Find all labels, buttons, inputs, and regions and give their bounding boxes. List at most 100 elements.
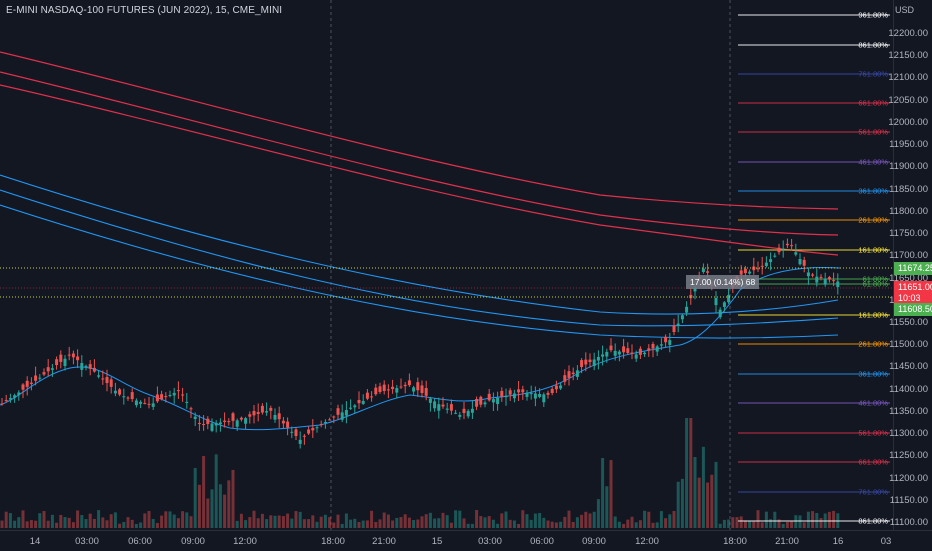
candle-body [466, 410, 470, 417]
volume-bar [424, 514, 428, 528]
candle-body [38, 377, 42, 379]
ma-band-blue [0, 204, 839, 339]
volume-bar [294, 511, 298, 528]
volume-bar [97, 510, 101, 528]
candle-body [193, 416, 197, 420]
volume-bar [269, 515, 273, 528]
volume-bar [260, 513, 264, 528]
candle-body [680, 315, 684, 320]
candle-body [13, 395, 17, 398]
candle-body [424, 388, 428, 396]
volume-bar [701, 446, 705, 528]
candle-body [542, 394, 546, 403]
volume-bar [55, 522, 59, 528]
time-tick-label: 09:00 [582, 536, 606, 547]
volume-bar [214, 454, 218, 528]
price-tick-label: 11150.00 [889, 494, 928, 506]
volume-bar [580, 514, 584, 528]
candle-body [395, 388, 399, 393]
candle-body [437, 404, 441, 411]
volume-bar [382, 512, 386, 528]
candle-body [407, 380, 411, 386]
candle-body [504, 395, 508, 398]
time-axis[interactable]: 14 03:00 06:00 09:00 12:00 18:00 21:00 15 03:00 0… [0, 530, 932, 551]
fib-level-label: 261.80% [858, 339, 888, 349]
volume-bar [223, 494, 227, 528]
candle-body [550, 388, 554, 394]
volume-bar [298, 511, 302, 528]
candle-body [277, 413, 281, 420]
volume-bar [286, 513, 290, 528]
volume-bar [319, 516, 323, 528]
volume-bar [487, 516, 491, 528]
volume-bar [134, 523, 138, 528]
candle-body [647, 348, 651, 351]
volume-bar [617, 521, 621, 528]
volume-bar [655, 522, 659, 528]
volume-bar [168, 511, 172, 528]
candle-body [475, 398, 479, 407]
candle-body [651, 343, 655, 349]
candle-body [378, 386, 382, 392]
candle-body [218, 422, 222, 425]
candle-body [17, 392, 21, 396]
volume-bar [596, 499, 600, 528]
fib-level-label: 761.80% [858, 487, 888, 497]
fib-level-label: 561.80% [858, 428, 888, 438]
volume-bar [685, 418, 689, 528]
candle-body [487, 393, 491, 401]
volume-bar [76, 510, 80, 528]
volume-bar [773, 511, 777, 528]
candle-body [181, 394, 185, 396]
candle-body [92, 367, 96, 372]
volume-bar [420, 516, 424, 528]
candle-body [727, 294, 731, 303]
candle-body [63, 358, 67, 367]
volume-bar [781, 523, 785, 528]
candle-body [374, 387, 378, 395]
volume-bar [483, 517, 487, 528]
candle-body [756, 268, 760, 270]
fib-level-label: 661.80% [858, 457, 888, 467]
candle-body [622, 346, 626, 353]
candle-body [361, 400, 365, 404]
candle-body [265, 411, 269, 413]
volume-bar [697, 477, 701, 528]
volume-bar [710, 474, 714, 528]
short-ema-line [0, 266, 841, 431]
candle-body [764, 262, 768, 267]
candle-body [685, 306, 689, 313]
volume-bar [491, 519, 495, 528]
volume-bar [109, 514, 113, 528]
volume-bar [67, 517, 71, 528]
volume-bar [470, 523, 474, 528]
candle-body [155, 394, 159, 402]
candle-body [559, 385, 563, 389]
volume-bar [143, 513, 147, 528]
candle-body [458, 414, 462, 417]
candle-body [122, 396, 126, 398]
fib-level-label: 761.80% [858, 69, 888, 79]
volume-bar [651, 522, 655, 528]
volume-bar [752, 521, 756, 528]
candle-body [718, 309, 722, 318]
fib-level-label: 161.80% [858, 310, 888, 320]
candle-body [479, 396, 483, 405]
volume-bar [727, 519, 731, 528]
candle-body [328, 419, 332, 421]
volume-bar [332, 522, 336, 528]
volume-bar [798, 515, 802, 528]
volume-bar [307, 519, 311, 528]
candle-body [643, 352, 647, 355]
time-tick-label: 09:00 [181, 536, 205, 547]
candle-body [160, 394, 164, 400]
volume-bar [634, 522, 638, 528]
volume-bar [706, 482, 710, 528]
volume-bar [546, 520, 550, 528]
volume-bar [512, 520, 516, 528]
candle-body [664, 336, 668, 343]
volume-bar [806, 511, 810, 528]
candle-body [202, 424, 206, 426]
candle-body [365, 392, 369, 399]
